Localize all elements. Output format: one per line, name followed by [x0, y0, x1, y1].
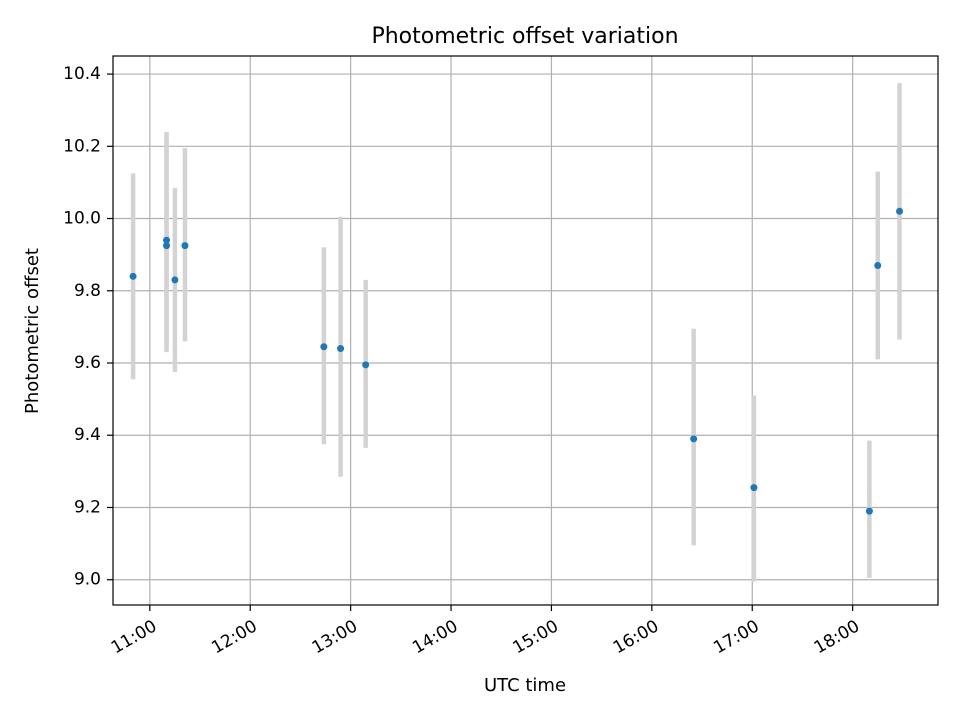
- y-tick-label: 9.4: [74, 425, 101, 445]
- y-tick-label: 9.8: [74, 281, 101, 301]
- y-tick-label: 9.6: [74, 353, 101, 373]
- y-tick-label: 9.0: [74, 570, 101, 590]
- data-point: [896, 207, 904, 215]
- data-point: [181, 242, 189, 250]
- plot-frame: [112, 55, 939, 606]
- data-points: [129, 207, 904, 515]
- data-point: [320, 343, 328, 351]
- y-axis-ticks: 9.0 9.2 9.4 9.6 9.8 10.0 10.2 10.4: [63, 64, 113, 590]
- grid: [113, 56, 938, 605]
- y-tick-label: 10.2: [63, 136, 101, 156]
- data-point: [171, 276, 179, 284]
- data-point: [362, 361, 370, 369]
- data-point: [874, 261, 882, 269]
- data-point: [865, 507, 873, 515]
- y-tick-label: 10.0: [63, 209, 101, 229]
- data-point: [163, 236, 171, 244]
- chart-title: Photometric offset variation: [371, 24, 678, 49]
- data-point: [690, 435, 698, 443]
- data-point: [129, 272, 137, 280]
- data-point: [337, 345, 345, 353]
- y-tick-label: 10.4: [63, 64, 101, 84]
- data-point: [163, 242, 171, 250]
- y-axis-label: Photometric offset: [22, 248, 43, 414]
- x-axis-label: UTC time: [484, 675, 566, 696]
- data-point: [750, 484, 758, 492]
- y-tick-label: 9.2: [74, 497, 101, 517]
